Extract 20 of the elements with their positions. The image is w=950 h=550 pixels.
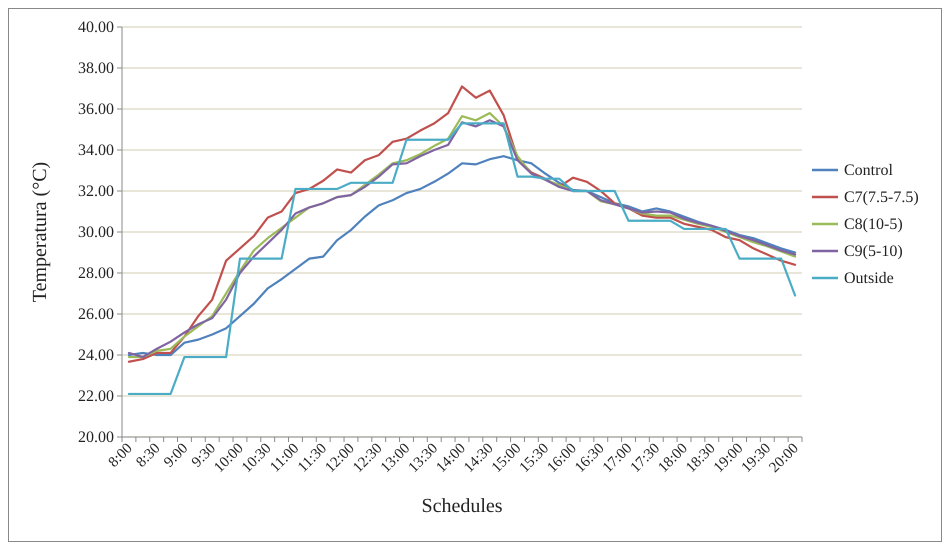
y-tick-label: 22.00 — [78, 388, 114, 406]
x-tick-label: 8:30 — [133, 440, 164, 471]
legend-label: C7(7.5-7.5) — [844, 189, 919, 206]
legend-label: Control — [844, 162, 894, 179]
y-tick-label: 32.00 — [78, 183, 114, 200]
x-axis-title: Schedules — [421, 495, 503, 517]
line-series — [128, 155, 796, 356]
y-tick-label: 40.00 — [78, 19, 114, 36]
x-tick-label: 9:00 — [161, 440, 192, 471]
y-tick-label: 38.00 — [78, 60, 114, 78]
y-tick-label: 28.00 — [78, 265, 114, 282]
legend-label: C9(5-10) — [844, 243, 903, 260]
y-axis-title: Temperatura (°C) — [29, 162, 51, 302]
legend-label: Outside — [844, 270, 894, 287]
y-tick-label: 36.00 — [78, 101, 114, 118]
y-tick-label: 24.00 — [78, 347, 114, 364]
y-tick-label: 30.00 — [78, 224, 114, 242]
y-tick-label: 34.00 — [78, 142, 114, 160]
legend-label: C8(10-5) — [844, 216, 903, 233]
y-tick-label: 26.00 — [78, 306, 114, 324]
